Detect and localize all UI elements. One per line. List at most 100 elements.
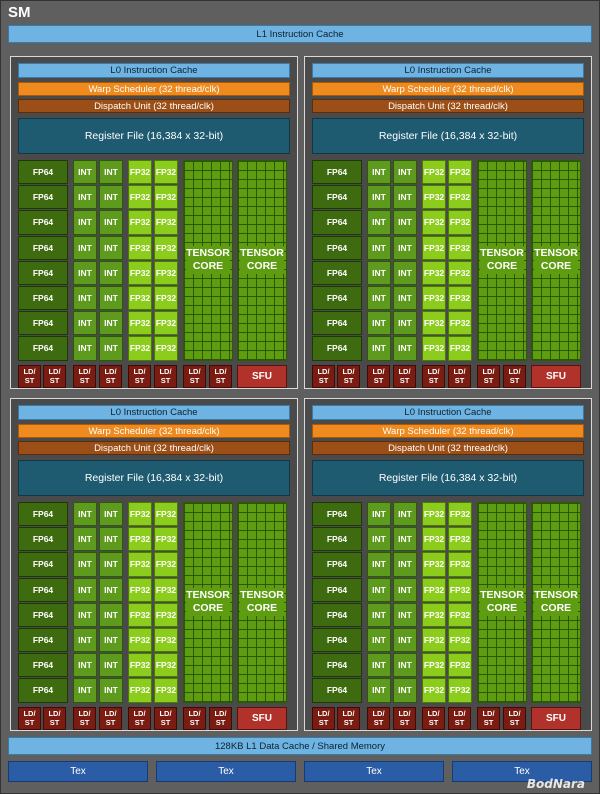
ld-st-unit: LD/ST [477,364,500,388]
ld-st-unit: LD/ST [337,364,360,388]
int-unit: INT [367,577,391,602]
int-unit: INT [367,185,391,210]
warp-scheduler: Warp Scheduler (32 thread/clk) [312,424,584,438]
fp64-unit: FP64 [312,653,362,678]
int-unit: INT [99,502,123,527]
fp32-unit: FP32 [128,185,152,210]
int-unit: INT [73,602,97,627]
int-unit: INT [99,336,123,361]
tensor-core: TENSOR CORE [237,502,287,703]
dispatch-unit: Dispatch Unit (32 thread/clk) [18,441,290,455]
ldst-line2: ST [79,718,90,728]
ldst-line1: LD/ [398,709,411,719]
fp32-unit: FP32 [422,260,446,285]
ld-st-unit: LD/ST [183,706,206,730]
ld-st-unit: LD/ST [422,706,445,730]
int-unit: INT [393,260,417,285]
tex-unit-3: Tex [304,761,444,782]
register-file: Register File (16,384 x 32-bit) [18,460,290,496]
ld-st-unit: LD/ST [337,706,360,730]
tensor-label-line1: TENSOR [186,246,230,261]
ldst-line2: ST [24,718,35,728]
ldst-line1: LD/ [214,709,227,719]
fp64-unit: FP64 [18,235,68,260]
fp32-unit: FP32 [128,653,152,678]
fp64-unit: FP64 [18,160,68,185]
tensor-core: TENSOR CORE [531,502,581,703]
ldst-line1: LD/ [508,367,521,377]
ldst-line1: LD/ [104,367,117,377]
fp32-unit: FP32 [422,678,446,703]
tex-unit-1: Tex [8,761,148,782]
int-unit: INT [393,527,417,552]
tensor-label-line2: CORE [192,601,224,616]
ldst-line2: ST [509,718,520,728]
ld-st-unit: LD/ST [18,364,41,388]
fp32-unit: FP32 [154,602,178,627]
ldst-line2: ST [454,718,465,728]
ldst-line1: LD/ [317,709,330,719]
fp32-unit: FP32 [128,235,152,260]
dispatch-unit: Dispatch Unit (32 thread/clk) [312,441,584,455]
int-unit: INT [393,602,417,627]
tensor-core-label: TENSOR CORE [240,588,284,617]
fp32-unit: FP32 [448,653,472,678]
ldst-line2: ST [428,376,439,386]
ldst-line1: LD/ [104,709,117,719]
processing-block-3: L0 Instruction Cache Warp Scheduler (32 t… [10,398,298,731]
fp64-unit: FP64 [18,336,68,361]
fp32-unit: FP32 [154,185,178,210]
int-unit: INT [73,160,97,185]
ldst-line1: LD/ [342,367,355,377]
tensor-label-line2: CORE [246,601,278,616]
tensor-core: TENSOR CORE [237,160,287,361]
int-unit: INT [73,311,97,336]
int-unit: INT [367,628,391,653]
fp64-unit: FP64 [312,185,362,210]
ldst-line1: LD/ [48,709,61,719]
fp32-unit: FP32 [422,185,446,210]
ld-st-unit: LD/ST [477,706,500,730]
fp64-unit: FP64 [312,336,362,361]
fp32-unit: FP32 [422,336,446,361]
fp32-unit: FP32 [154,577,178,602]
ld-st-unit: LD/ST [503,706,526,730]
fp32-unit: FP32 [154,628,178,653]
int-unit: INT [99,577,123,602]
ldst-line1: LD/ [453,709,466,719]
fp32-unit: FP32 [422,311,446,336]
fp32-unit: FP32 [448,185,472,210]
fp32-unit: FP32 [128,160,152,185]
ldst-line1: LD/ [133,367,146,377]
fp32-unit: FP32 [422,552,446,577]
ld-st-unit: LD/ST [312,364,335,388]
fp32-unit: FP32 [128,336,152,361]
ld-st-unit: LD/ST [422,364,445,388]
tensor-label-line2: CORE [192,259,224,274]
fp32-unit: FP32 [128,552,152,577]
int-unit: INT [73,260,97,285]
sfu-unit: SFU [531,364,581,388]
fp64-unit: FP64 [18,628,68,653]
fp32-unit: FP32 [154,653,178,678]
ld-st-unit: LD/ST [73,706,96,730]
fp64-unit: FP64 [18,185,68,210]
fp32-unit: FP32 [128,502,152,527]
fp32-unit: FP32 [422,286,446,311]
int-unit: INT [99,160,123,185]
sm-title: SM [8,4,31,21]
int-unit: INT [367,260,391,285]
int-unit: INT [73,678,97,703]
fp32-unit: FP32 [448,260,472,285]
ldst-line1: LD/ [317,367,330,377]
ldst-line2: ST [318,376,329,386]
ldst-line1: LD/ [372,709,385,719]
ld-st-unit: LD/ST [312,706,335,730]
int-unit: INT [99,235,123,260]
fp32-unit: FP32 [128,628,152,653]
ld-st-unit: LD/ST [448,364,471,388]
fp32-unit: FP32 [128,527,152,552]
ldst-line2: ST [49,718,60,728]
fp32-unit: FP32 [422,653,446,678]
ldst-line2: ST [134,718,145,728]
